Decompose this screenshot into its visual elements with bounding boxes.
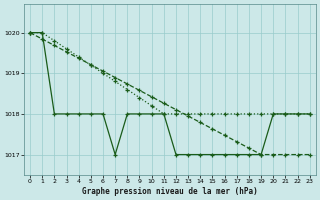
X-axis label: Graphe pression niveau de la mer (hPa): Graphe pression niveau de la mer (hPa) [82,187,258,196]
